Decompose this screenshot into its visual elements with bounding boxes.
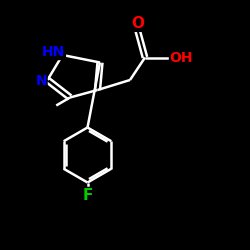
Text: HN: HN (42, 46, 66, 60)
Text: N: N (36, 74, 47, 88)
Text: OH: OH (170, 50, 193, 64)
Text: F: F (82, 188, 93, 202)
Text: O: O (131, 16, 144, 31)
